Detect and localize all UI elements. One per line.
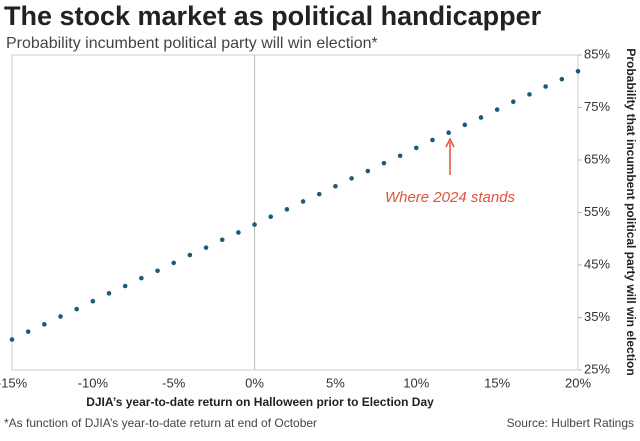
point (9, 337, 15, 342)
point (349, 176, 354, 181)
point (284, 207, 290, 212)
point (106, 291, 112, 296)
point (203, 245, 209, 250)
point (397, 153, 403, 159)
point (446, 130, 451, 135)
y-tick-label: 35% (584, 309, 610, 324)
y-tick-label: 85% (584, 46, 610, 61)
y-tick-label: 65% (584, 151, 610, 166)
source: Source: Hulbert Ratings (507, 416, 634, 430)
point (74, 306, 79, 312)
point (171, 260, 177, 266)
point (219, 237, 225, 243)
point (365, 168, 371, 174)
point (413, 145, 419, 151)
point (90, 298, 96, 304)
x-tick-label: -15% (0, 375, 28, 390)
point (381, 160, 387, 166)
y-axis-label: Probability that incumbent political par… (624, 48, 638, 375)
point (58, 314, 63, 319)
footnote: *As function of DJIA’s year-to-date retu… (4, 416, 317, 430)
x-tick-label: 10% (403, 375, 429, 390)
chart-title: The stock market as political handicappe… (4, 1, 542, 31)
point (316, 191, 322, 197)
point (559, 76, 565, 82)
point (42, 322, 47, 327)
point (139, 275, 144, 281)
x-tick-label: 5% (326, 375, 345, 390)
point (252, 222, 257, 227)
point (511, 99, 516, 105)
point (575, 68, 581, 74)
point (478, 115, 484, 120)
x-tick-label: 0% (245, 375, 264, 390)
point (122, 283, 128, 289)
point (430, 137, 435, 143)
point (300, 199, 306, 204)
plot-frame (11, 54, 579, 371)
point (333, 183, 338, 189)
x-tick-label: -10% (78, 375, 109, 390)
point (236, 230, 241, 235)
chart-subtitle: Probability incumbent political party wi… (6, 35, 378, 52)
y-tick-label: 45% (584, 256, 610, 271)
y-tick-label: 55% (584, 204, 610, 219)
y-tick-label: 25% (584, 361, 610, 376)
annotation: Where 2024 stands (385, 189, 516, 206)
point (155, 268, 160, 274)
point (268, 214, 274, 219)
y-tick-label: 75% (584, 99, 610, 114)
point (25, 329, 31, 334)
x-tick-label: 15% (484, 375, 510, 390)
point (494, 107, 500, 112)
point (543, 84, 548, 89)
x-tick-label: 20% (565, 375, 591, 390)
annotation-arrowhead (445, 137, 455, 148)
point (462, 122, 468, 128)
point (187, 252, 193, 258)
x-tick-label: -5% (162, 375, 186, 390)
point (527, 92, 532, 97)
x-axis-label: DJIA’s year-to-date return on Halloween … (86, 395, 434, 409)
